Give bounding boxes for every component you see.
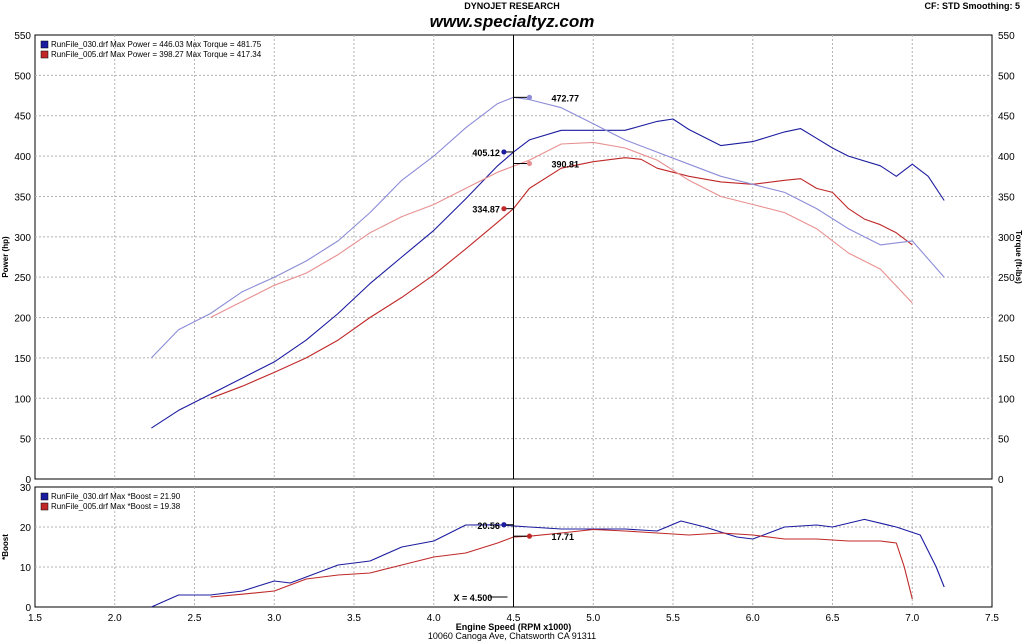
power-torque-y-tick-label: 500 — [14, 71, 31, 82]
boost-y-tick-label: 0 — [25, 603, 31, 614]
x-tick-label: 2.0 — [108, 613, 122, 624]
marker-point — [526, 533, 533, 539]
power-torque-y-tick-label: 300 — [14, 233, 31, 244]
power-torque-y2-tick-label: 350 — [998, 192, 1015, 203]
power-torque-y-tick-label: 350 — [14, 192, 31, 203]
x-tick-label: 6.5 — [826, 613, 840, 624]
series-line-005 — [210, 528, 913, 600]
x-tick-label: 3.5 — [347, 613, 361, 624]
marker-label: 334.87 — [472, 205, 500, 215]
power-torque-y-tick-label: 550 — [14, 31, 31, 42]
marker-point — [526, 160, 533, 167]
power-torque-y-tick-label: 100 — [14, 394, 31, 405]
power-torque-y-tick-label: 150 — [14, 354, 31, 365]
power-torque-y2-tick-label: 150 — [998, 354, 1015, 365]
marker-point — [501, 149, 507, 155]
power-torque-y2-tick-label: 0 — [998, 475, 1004, 486]
power-torque-y-axis-label: Power (hp) — [1, 236, 10, 278]
power-torque-chart: 0 0 50 50 100 100 150 150 200 200 250 250 300 300 350 3… — [1, 31, 1023, 486]
footer-address: 10060 Canoga Ave, Chatsworth CA 91311 — [427, 631, 597, 641]
power-torque-y2-tick-label: 550 — [998, 31, 1015, 42]
legend-entry: RunFile_030.drf Max Power = 446.03 Max T… — [51, 40, 262, 49]
chart-title: DYNOJET RESEARCH — [464, 1, 560, 11]
x-tick-label: 6.0 — [746, 613, 760, 624]
legend-entry: RunFile_005.drf Max Power = 398.27 Max T… — [51, 50, 262, 59]
boost-y-tick-label: 10 — [20, 563, 32, 574]
x-tick-label: 7.5 — [985, 613, 999, 624]
marker-label: 405.12 — [472, 148, 500, 158]
legend-swatch — [40, 492, 49, 501]
power-torque-y-tick-label: 50 — [20, 435, 32, 446]
power-torque-y2-tick-label: 200 — [998, 314, 1015, 325]
x-tick-label: 5.0 — [586, 613, 600, 624]
site-url: www.specialtyz.com — [429, 12, 595, 31]
power-torque-y-tick-label: 200 — [14, 314, 31, 325]
legend-entry: RunFile_030.drf Max *Boost = 21.90 — [51, 492, 181, 501]
power-torque-y2-tick-label: 300 — [998, 233, 1015, 244]
power-torque-y2-tick-label: 250 — [998, 273, 1015, 284]
marker-point — [501, 206, 507, 212]
boost-chart: 1.5 2.0 2.5 3.0 3.5 4.0 4.5 5.0 5.5 6.0 6.5 7.0 7.5 0… — [1, 483, 999, 632]
marker-point — [501, 522, 507, 528]
cursor-readout: X = 4.500 — [454, 593, 493, 603]
x-tick-label: 1.5 — [28, 613, 42, 624]
marker-point — [526, 94, 533, 100]
power-torque-y-tick-label: 400 — [14, 152, 31, 163]
settings-readout: CF: STD Smoothing: 5 — [924, 1, 1021, 11]
marker-label: 17.71 — [551, 532, 574, 542]
boost-y-tick-label: 20 — [20, 523, 32, 534]
x-axis-label: Engine Speed (RPM x1000) — [456, 622, 572, 632]
series-line-power-030 — [151, 118, 945, 429]
x-tick-label: 2.5 — [188, 613, 202, 624]
series-line-power-005 — [210, 157, 913, 399]
power-torque-y-tick-label: 0 — [25, 475, 31, 486]
boost-y-axis-label: *Boost — [1, 534, 10, 560]
power-torque-y2-tick-label: 400 — [998, 152, 1015, 163]
power-torque-y-tick-label: 450 — [14, 112, 31, 123]
marker-label: 390.81 — [551, 160, 579, 170]
power-torque-y2-tick-label: 450 — [998, 112, 1015, 123]
boost-y-tick-label: 30 — [20, 483, 32, 494]
power-torque-y2-tick-label: 100 — [998, 394, 1015, 405]
series-line-torque-005 — [210, 141, 913, 318]
series-line-030 — [151, 518, 945, 608]
legend-swatch — [40, 50, 49, 59]
x-tick-label: 4.5 — [507, 613, 521, 624]
power-torque-y-tick-label: 250 — [14, 273, 31, 284]
legend-swatch — [40, 502, 49, 511]
legend-swatch — [40, 40, 49, 49]
x-tick-label: 5.5 — [666, 613, 680, 624]
legend-entry: RunFile_005.drf Max *Boost = 19.38 — [51, 502, 181, 511]
power-torque-y2-tick-label: 500 — [998, 71, 1015, 82]
marker-label: 20.56 — [477, 521, 500, 531]
x-tick-label: 4.0 — [427, 613, 441, 624]
x-tick-label: 3.0 — [267, 613, 281, 624]
marker-label: 472.77 — [551, 93, 579, 103]
power-torque-y2-axis-label: Torque (ft-lbs) — [1014, 230, 1023, 284]
power-torque-y2-tick-label: 50 — [998, 435, 1010, 446]
x-tick-label: 7.0 — [905, 613, 919, 624]
